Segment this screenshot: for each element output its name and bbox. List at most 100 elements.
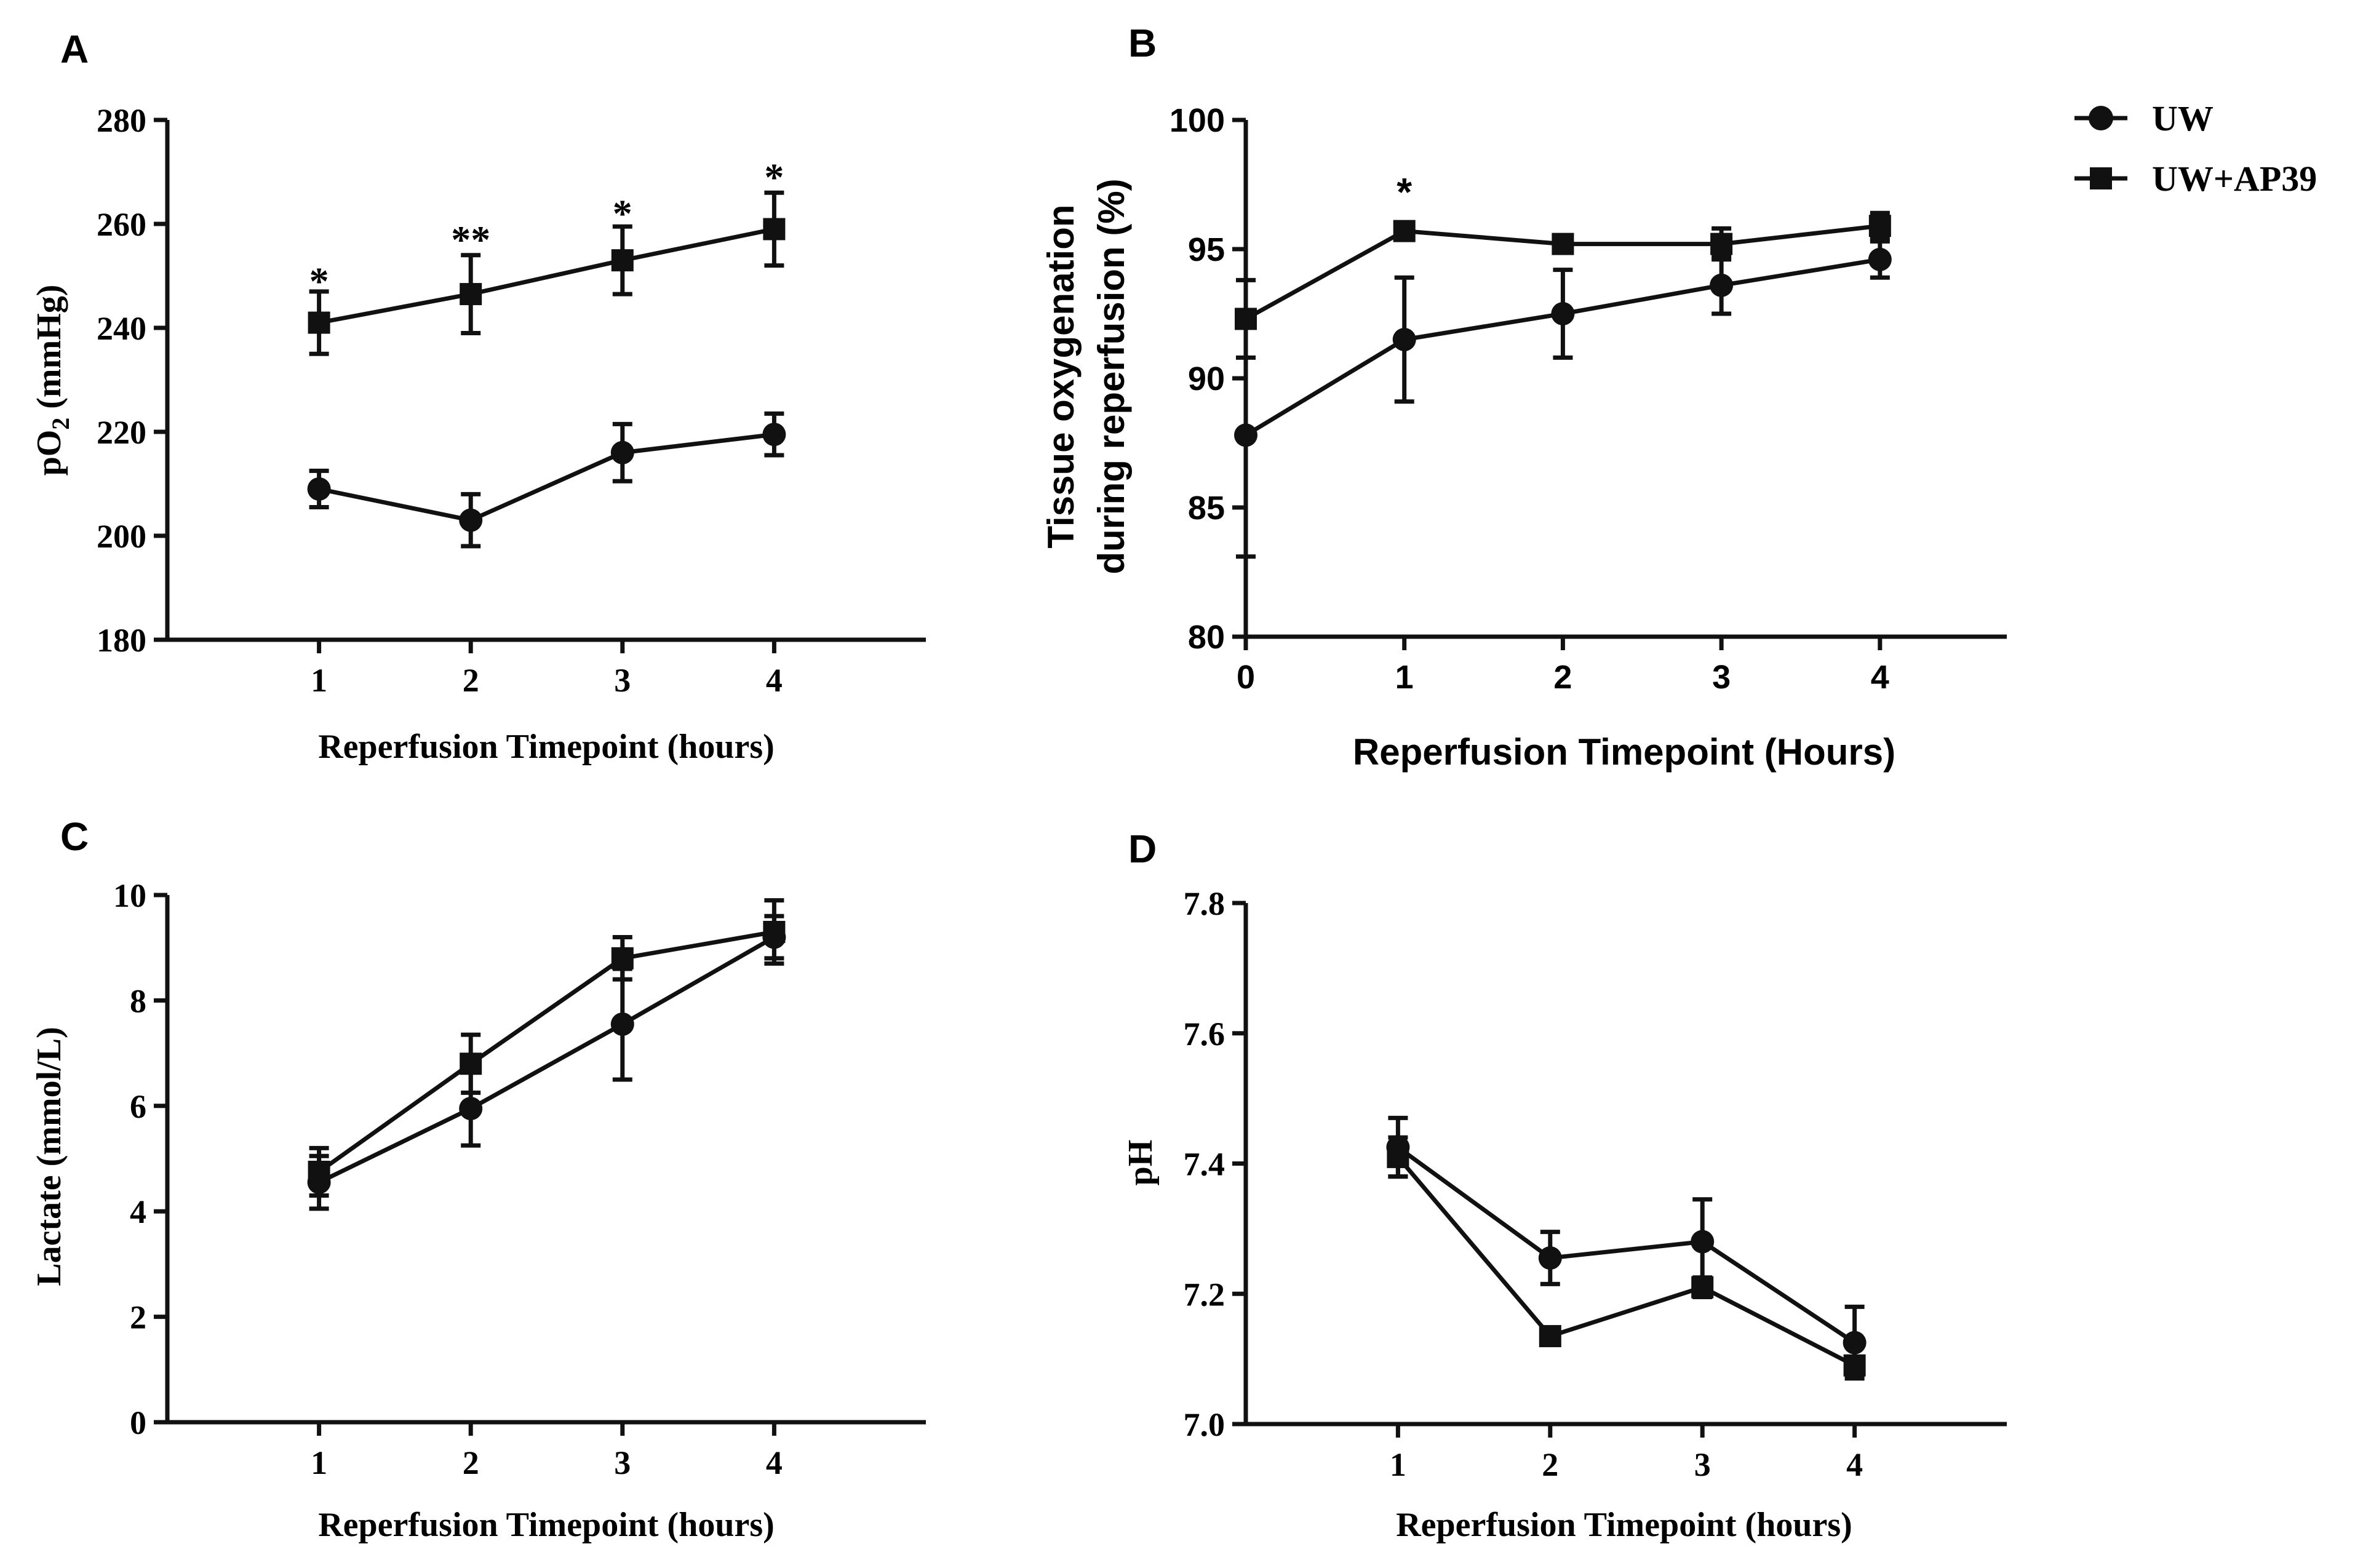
data-point-uw-ap39 <box>1691 1276 1714 1299</box>
data-point-uw <box>1843 1331 1867 1355</box>
data-point-uw-ap39 <box>763 920 786 943</box>
x-tick-label: 4 <box>766 1444 783 1481</box>
data-point-uw <box>762 423 786 447</box>
significance-marker: ** <box>451 218 490 261</box>
data-point-uw-ap39 <box>1868 215 1891 237</box>
x-tick-label: 2 <box>1553 659 1572 696</box>
y-tick-label: 8 <box>130 982 146 1019</box>
y-tick-label: 6 <box>130 1088 146 1125</box>
data-point-uw <box>1868 247 1892 271</box>
data-point-uw <box>1392 328 1416 351</box>
data-point-uw-ap39 <box>1539 1325 1561 1348</box>
y-axis-title-rest: (mmHg) <box>30 285 68 418</box>
x-tick-label: 3 <box>614 1444 631 1481</box>
y-tick-label: 7.4 <box>1184 1146 1225 1183</box>
data-point-uw <box>459 1097 483 1121</box>
x-tick-label: 3 <box>614 662 631 699</box>
panel-label-a: A <box>60 27 89 71</box>
panel-label-c: C <box>60 814 89 859</box>
legend-label-uw: UW <box>2152 98 2214 138</box>
y-tick-label: 7.2 <box>1184 1276 1225 1313</box>
y-tick-label: 7.6 <box>1184 1016 1225 1053</box>
series-line-uw <box>318 432 775 523</box>
y-axis-title-line-1: Tissue oxygenation <box>1040 204 1082 548</box>
y-tick-label: 4 <box>130 1193 146 1230</box>
y-axis-title: pH <box>1122 1140 1160 1186</box>
y-axis-title-base: pO <box>30 430 68 476</box>
panel-d: 7.0 7.2 7.4 7.6 7.8 1 2 3 4 Reperfusion Timepoin… <box>1122 885 2007 1544</box>
x-tick-label: 3 <box>1694 1446 1711 1483</box>
legend-marker-uw <box>2089 106 2113 130</box>
x-axis-title: Reperfusion Timepoint (hours) <box>1396 1506 1852 1544</box>
x-tick-label: 1 <box>1390 1446 1406 1483</box>
y-tick-label: 10 <box>113 877 146 914</box>
x-tick-label: 2 <box>463 1444 479 1481</box>
data-point-uw-ap39 <box>1552 233 1574 255</box>
significance-marker: * <box>1397 170 1412 214</box>
data-point-uw <box>1710 273 1734 297</box>
series-line-uw-ap39 <box>318 227 775 325</box>
y-tick-label: 2 <box>130 1299 146 1336</box>
x-tick-label: 2 <box>463 662 479 699</box>
y-tick-label: 280 <box>97 102 146 139</box>
x-axis-title: Reperfusion Timepoint (Hours) <box>1353 731 1895 773</box>
y-tick-label: 95 <box>1188 231 1225 268</box>
data-point-uw-ap39 <box>308 311 330 334</box>
series-line-uw-ap39 <box>1396 1155 1856 1367</box>
data-point-uw <box>1691 1230 1715 1254</box>
x-tick-label: 4 <box>1871 659 1889 696</box>
x-axis-title: Reperfusion Timepoint (hours) <box>318 1506 775 1544</box>
y-axis-title: pO2 (mmHg) <box>30 285 74 476</box>
y-tick-label: 200 <box>97 518 146 555</box>
data-point-uw-ap39 <box>763 218 786 241</box>
y-tick-label: 260 <box>97 206 146 243</box>
data-point-uw-ap39 <box>1843 1354 1866 1377</box>
x-tick-label: 4 <box>766 662 783 699</box>
series-line-uw <box>318 935 776 1185</box>
legend-marker-uw-ap39 <box>2090 167 2112 189</box>
panel-label-d: D <box>1128 827 1157 871</box>
data-point-uw <box>459 508 483 532</box>
y-tick-label: 100 <box>1170 102 1225 139</box>
series-line-uw <box>1397 1145 1856 1345</box>
data-point-uw-ap39 <box>611 947 634 969</box>
data-point-uw-ap39 <box>460 1053 482 1075</box>
data-point-uw <box>307 477 331 501</box>
data-point-uw-ap39 <box>1710 233 1733 255</box>
x-tick-label: 1 <box>1395 659 1414 696</box>
data-point-uw-ap39 <box>1387 1145 1409 1168</box>
significance-marker: * <box>613 192 632 236</box>
y-tick-label: 0 <box>130 1404 146 1441</box>
x-tick-label: 0 <box>1237 659 1255 696</box>
x-tick-label: 3 <box>1712 659 1731 696</box>
legend-label-uw-ap39: UW+AP39 <box>2152 159 2317 199</box>
y-tick-label: 240 <box>97 310 146 347</box>
x-axis-title: Reperfusion Timepoint (hours) <box>318 728 775 766</box>
y-axis-title-sub: 2 <box>47 418 74 430</box>
y-axis-title-line-2: during reperfusion (%) <box>1091 178 1132 574</box>
y-tick-label: 7.0 <box>1184 1406 1225 1443</box>
data-point-uw-ap39 <box>1393 220 1416 242</box>
x-tick-label: 1 <box>311 662 327 699</box>
data-point-uw <box>610 440 634 464</box>
y-tick-label: 85 <box>1188 490 1225 527</box>
data-point-uw <box>1538 1246 1562 1270</box>
data-point-uw-ap39 <box>460 283 482 306</box>
y-tick-label: 80 <box>1188 619 1225 656</box>
data-point-uw <box>1551 302 1575 325</box>
y-tick-label: 7.8 <box>1184 885 1225 922</box>
data-point-uw-ap39 <box>308 1160 330 1183</box>
x-tick-label: 1 <box>311 1444 327 1481</box>
panel-b: * 80 85 90 95 100 0 1 2 3 4 Reperfusion Timepoint… <box>1040 102 2007 773</box>
y-tick-label: 220 <box>97 414 146 451</box>
y-axis-title: Lactate (mmol/L) <box>30 1027 68 1286</box>
significance-marker: * <box>309 260 329 303</box>
data-point-uw <box>610 1012 634 1036</box>
data-point-uw-ap39 <box>611 249 634 272</box>
x-tick-label: 4 <box>1846 1446 1863 1483</box>
panel-label-b: B <box>1128 21 1157 65</box>
y-tick-label: 180 <box>97 622 146 659</box>
